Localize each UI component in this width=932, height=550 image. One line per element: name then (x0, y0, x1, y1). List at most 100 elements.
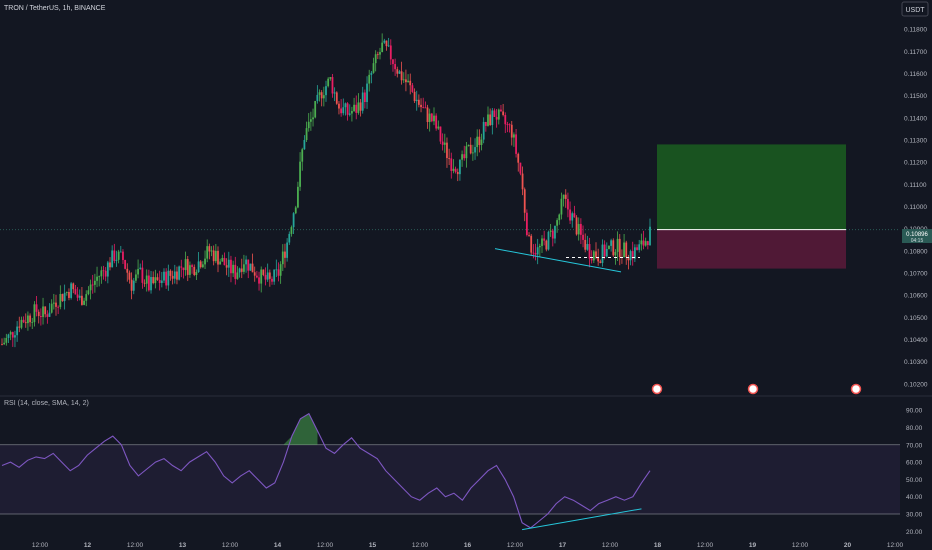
candle-body (255, 275, 258, 278)
price-pane[interactable] (0, 33, 900, 348)
rsi-tick-label: 70.00 (906, 442, 923, 449)
candle-body (320, 92, 323, 99)
candle-body (234, 264, 237, 279)
candle-body (240, 268, 243, 272)
candle-body (459, 159, 461, 175)
candle-body (519, 162, 522, 174)
candle-body (545, 240, 548, 250)
time-tick-label: 12:00 (887, 542, 904, 549)
candle-body (629, 251, 632, 261)
candle-body (288, 233, 291, 243)
candle-body (471, 152, 474, 154)
candle-body (616, 238, 619, 252)
candle-body (394, 64, 397, 70)
calendar-icon[interactable] (850, 383, 862, 395)
candle-body (309, 119, 312, 122)
time-axis[interactable]: 12:00 12 12:00 13 12:00 14 12:00 15 12:00 16 12:00… (32, 542, 904, 549)
candle-body (132, 280, 135, 291)
candle-body (322, 95, 325, 99)
candle-body (76, 294, 79, 298)
time-tick-label: 20 (844, 542, 852, 549)
candle-body (273, 269, 276, 282)
candle-body (335, 92, 338, 104)
rsi-divergence-line[interactable] (522, 508, 642, 531)
candle-body (27, 315, 29, 324)
price-tick-label: 0.11500 (904, 93, 927, 100)
rsi-line[interactable] (1, 412, 651, 529)
candle-body (495, 116, 498, 120)
candle-body (543, 238, 546, 241)
candle-body (515, 134, 517, 154)
candle-body (219, 261, 222, 265)
candle-body (111, 250, 114, 268)
candle-body (72, 283, 75, 290)
candle-body (238, 268, 241, 273)
price-tick-label: 0.11800 (904, 27, 927, 34)
time-tick-label: 15 (369, 542, 377, 549)
price-divergence-line[interactable] (494, 248, 622, 273)
event-marker[interactable] (651, 383, 862, 395)
price-tick-label: 0.11700 (904, 49, 927, 56)
candle-body (547, 231, 550, 250)
candle-body (212, 250, 215, 262)
price-tick-label: 0.10700 (904, 271, 928, 278)
candle-body (115, 259, 118, 261)
candle-body (223, 257, 226, 266)
candle-body (279, 264, 282, 276)
price-tag-time: 04:15 (911, 238, 924, 244)
candle-body (39, 316, 42, 318)
candle-body (167, 270, 170, 286)
candle-body (91, 284, 94, 286)
candle-body (275, 269, 278, 271)
rsi-pane[interactable] (0, 412, 900, 531)
candle-body (236, 272, 239, 279)
rsi-tick-label: 20.00 (906, 529, 923, 536)
candle-body (452, 168, 455, 171)
candle-body (437, 126, 440, 129)
calendar-icon[interactable] (747, 383, 759, 395)
candle-body (407, 80, 409, 83)
candle-body (11, 332, 14, 338)
candle-body (595, 251, 597, 258)
candle-body (649, 226, 651, 246)
candle-body (186, 259, 189, 275)
time-tick-label: 12:00 (792, 542, 809, 549)
candle-body (480, 139, 483, 146)
rsi-tick-label: 90.00 (906, 408, 923, 415)
stop-zone[interactable] (657, 229, 846, 269)
currency-button[interactable] (901, 1, 929, 17)
candle-body (31, 322, 34, 323)
candle-body (214, 250, 217, 262)
candle-body (20, 319, 23, 328)
candle-body (366, 83, 368, 103)
price-tick-label: 0.11600 (904, 71, 927, 78)
candle-body (521, 173, 524, 190)
candle-body (89, 284, 92, 291)
candle-body (5, 337, 8, 343)
time-tick-label: 16 (464, 542, 472, 549)
candle-body (44, 306, 47, 315)
time-tick-label: 12:00 (317, 542, 334, 549)
rsi-label: RSI (14, close, SMA, 14, 2) (4, 400, 89, 407)
candle-body (57, 306, 60, 308)
candle-body (340, 108, 343, 114)
candle-body (424, 107, 427, 109)
calendar-icon[interactable] (651, 383, 663, 395)
candle-body (48, 312, 51, 317)
target-zone[interactable] (657, 144, 846, 230)
rsi-axis[interactable]: 90.00 80.00 70.00 60.00 50.00 40.00 30.00 20.00 (906, 408, 923, 536)
price-tick-label: 0.11400 (904, 115, 927, 122)
time-tick-label: 12:00 (32, 542, 49, 549)
candle-body (258, 277, 260, 284)
candle-body (165, 271, 168, 286)
candle-body (415, 99, 418, 102)
candle-body (18, 326, 21, 328)
candle-body (113, 250, 116, 261)
candle-body (301, 149, 304, 162)
time-tick-label: 12:00 (412, 542, 429, 549)
candle-body (124, 259, 127, 269)
candle-body (243, 264, 245, 272)
candle-body (450, 158, 453, 171)
candle-body (281, 251, 284, 265)
